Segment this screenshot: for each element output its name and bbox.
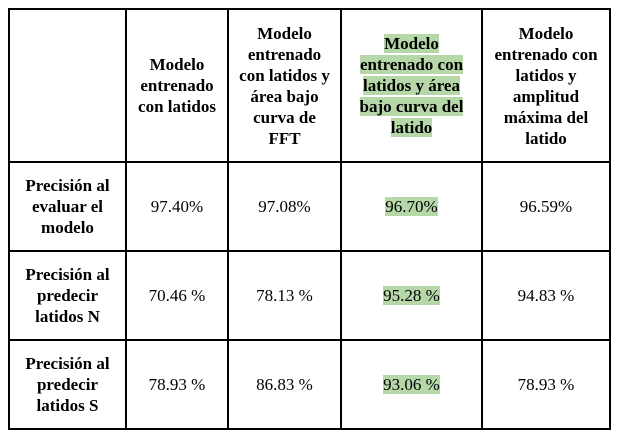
row-label-evaluar: Precisión al evaluar el modelo bbox=[8, 161, 127, 252]
header-label: Modelo entrenado con latidos y área bajo… bbox=[239, 23, 330, 148]
table-cell: 94.83 % bbox=[481, 250, 611, 341]
table-row: Precisión al predecir latidos S 78.93 % … bbox=[8, 339, 611, 430]
row-label-latidos-n: Precisión al predecir latidos N bbox=[8, 250, 127, 341]
table-cell-highlighted: 93.06 % bbox=[340, 339, 483, 430]
header-label: Modelo entrenado con latidos bbox=[138, 55, 216, 116]
table-cell: 78.93 % bbox=[481, 339, 611, 430]
table-cell: 96.59% bbox=[481, 161, 611, 252]
table-cell: 86.83 % bbox=[227, 339, 342, 430]
header-row: Modelo entrenado con latidos Modelo entr… bbox=[8, 8, 611, 163]
table-cell-highlighted: 95.28 % bbox=[340, 250, 483, 341]
table-row: Precisión al evaluar el modelo 97.40% 97… bbox=[8, 161, 611, 252]
header-model-fft: Modelo entrenado con latidos y área bajo… bbox=[227, 8, 342, 163]
table-cell: 78.13 % bbox=[227, 250, 342, 341]
results-table: Modelo entrenado con latidos Modelo entr… bbox=[8, 8, 611, 430]
table-cell: 97.08% bbox=[227, 161, 342, 252]
row-label-latidos-s: Precisión al predecir latidos S bbox=[8, 339, 127, 430]
table-row: Precisión al predecir latidos N 70.46 % … bbox=[8, 250, 611, 341]
table-cell: 70.46 % bbox=[125, 250, 229, 341]
header-model-area-latido: Modelo entrenado con latidos y área bajo… bbox=[340, 8, 483, 163]
table-cell: 78.93 % bbox=[125, 339, 229, 430]
table-cell: 97.40% bbox=[125, 161, 229, 252]
header-label-highlighted: Modelo entrenado con latidos y área bajo… bbox=[359, 34, 464, 137]
header-model-latidos: Modelo entrenado con latidos bbox=[125, 8, 229, 163]
header-label: Modelo entrenado con latidos y amplitud … bbox=[494, 23, 598, 148]
header-model-amplitud: Modelo entrenado con latidos y amplitud … bbox=[481, 8, 611, 163]
table-cell-highlighted: 96.70% bbox=[340, 161, 483, 252]
header-corner-cell bbox=[8, 8, 127, 163]
